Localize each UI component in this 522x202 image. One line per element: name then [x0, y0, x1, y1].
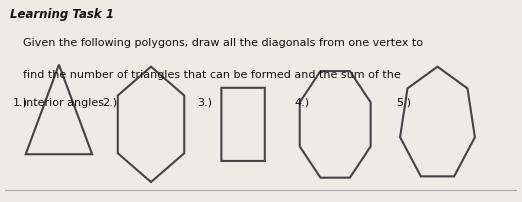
Text: 4.): 4.) — [294, 97, 310, 107]
Text: find the number of triangles that can be formed and the sum of the: find the number of triangles that can be… — [23, 69, 401, 79]
Text: 5.): 5.) — [397, 97, 411, 107]
Text: Learning Task 1: Learning Task 1 — [10, 8, 114, 21]
Text: Given the following polygons, draw all the diagonals from one vertex to: Given the following polygons, draw all t… — [23, 38, 423, 48]
Text: 3.): 3.) — [197, 97, 212, 107]
Text: interior angles.: interior angles. — [23, 97, 108, 107]
Text: 1.): 1.) — [13, 97, 28, 107]
Text: 2.): 2.) — [102, 97, 117, 107]
